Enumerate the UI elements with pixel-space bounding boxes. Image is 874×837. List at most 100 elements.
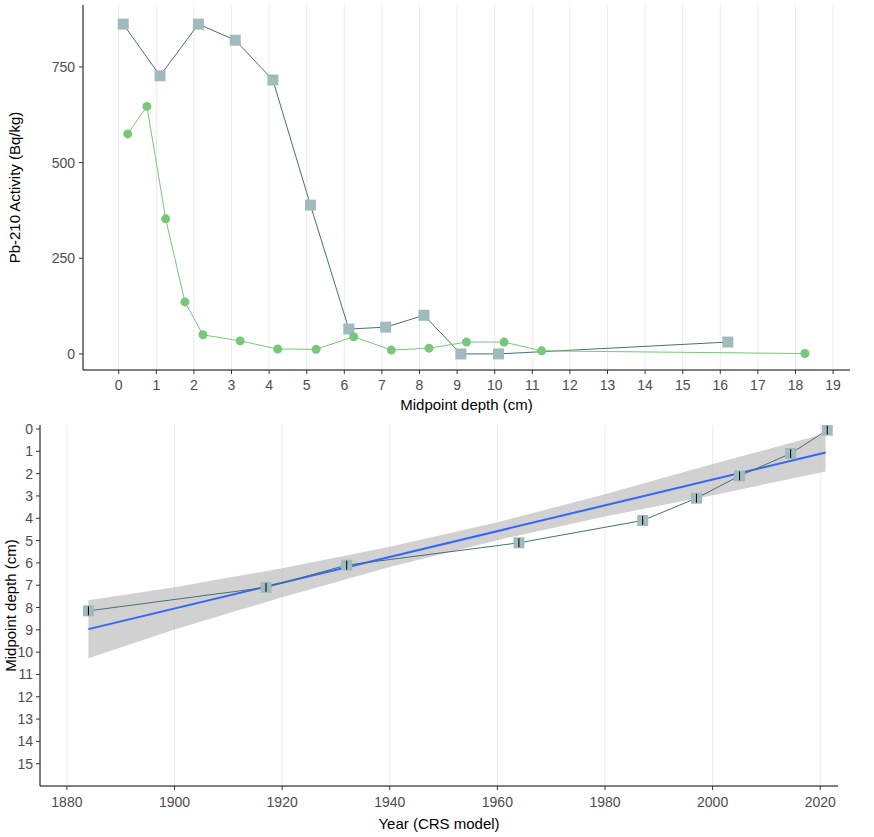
x-tick-label: 1980 bbox=[589, 794, 620, 810]
marker bbox=[193, 19, 204, 30]
grid-line bbox=[193, 5, 194, 370]
error-bar bbox=[266, 583, 267, 592]
marker bbox=[230, 35, 241, 46]
x-tick bbox=[344, 370, 345, 374]
marker bbox=[198, 330, 207, 339]
y-tick-label: 3 bbox=[25, 488, 33, 504]
panel: 1880190019201940196019802000202001234567… bbox=[2, 421, 838, 832]
y-tick bbox=[36, 473, 40, 474]
grid-line bbox=[795, 5, 796, 370]
x-axis-line bbox=[40, 786, 838, 787]
marker bbox=[180, 297, 189, 306]
marker bbox=[261, 582, 272, 593]
x-axis-title: Year (CRS model) bbox=[378, 815, 499, 832]
x-tick-label: 19 bbox=[825, 377, 841, 393]
marker bbox=[380, 322, 391, 333]
y-tick bbox=[79, 353, 83, 354]
marker bbox=[267, 74, 278, 85]
error-bar bbox=[739, 471, 740, 480]
y-tick bbox=[79, 66, 83, 67]
marker bbox=[349, 332, 358, 341]
x-axis-title: Midpoint depth (cm) bbox=[400, 396, 533, 413]
x-tick bbox=[231, 370, 232, 374]
marker bbox=[734, 470, 745, 481]
marker bbox=[305, 200, 316, 211]
grid-line bbox=[269, 5, 270, 370]
x-tick bbox=[833, 370, 834, 374]
y-axis-title: Pb-210 Activity (Bq/kg) bbox=[6, 112, 23, 264]
x-tick bbox=[193, 370, 194, 374]
x-tick bbox=[269, 370, 270, 374]
marker bbox=[419, 310, 430, 321]
y-tick-label: 11 bbox=[18, 666, 33, 682]
y-tick bbox=[36, 763, 40, 764]
series-line bbox=[128, 106, 805, 353]
marker bbox=[462, 338, 471, 347]
x-tick bbox=[118, 370, 119, 374]
x-tick-label: 2000 bbox=[697, 794, 728, 810]
marker bbox=[424, 344, 433, 353]
y-tick bbox=[36, 719, 40, 720]
grid-line bbox=[569, 5, 570, 370]
grid-line bbox=[820, 425, 821, 786]
marker bbox=[513, 537, 524, 548]
figure: 0123456789101112131415161718190250500750… bbox=[0, 0, 874, 837]
y-tick bbox=[36, 629, 40, 630]
x-tick bbox=[712, 786, 713, 790]
marker bbox=[341, 560, 352, 571]
x-tick bbox=[605, 786, 606, 790]
x-tick bbox=[757, 370, 758, 374]
y-tick-label: 15 bbox=[17, 756, 33, 772]
y-tick bbox=[36, 585, 40, 586]
grid-line bbox=[494, 5, 495, 370]
x-tick bbox=[569, 370, 570, 374]
x-tick-label: 1900 bbox=[159, 794, 190, 810]
x-tick bbox=[282, 786, 283, 790]
y-tick-label: 750 bbox=[52, 59, 76, 75]
marker bbox=[785, 448, 796, 459]
x-tick bbox=[532, 370, 533, 374]
y-tick bbox=[79, 258, 83, 259]
x-tick-label: 8 bbox=[416, 377, 424, 393]
y-axis-line bbox=[40, 425, 41, 786]
marker bbox=[155, 70, 166, 81]
y-tick-label: 14 bbox=[17, 733, 33, 749]
grid-line bbox=[607, 5, 608, 370]
y-tick-label: 8 bbox=[25, 600, 33, 616]
x-tick-label: 6 bbox=[340, 377, 348, 393]
y-tick-label: 12 bbox=[17, 689, 33, 705]
x-tick-label: 12 bbox=[562, 377, 578, 393]
marker bbox=[691, 493, 702, 504]
error-bar bbox=[827, 426, 828, 435]
series-line bbox=[88, 430, 827, 611]
plot-area bbox=[118, 19, 810, 360]
grid-line bbox=[457, 5, 458, 370]
x-tick bbox=[682, 370, 683, 374]
grid-line bbox=[66, 425, 67, 786]
grid-line bbox=[118, 5, 119, 370]
grid-line bbox=[389, 425, 390, 786]
y-tick bbox=[36, 652, 40, 653]
grid-line bbox=[720, 5, 721, 370]
panel: 0123456789101112131415161718190250500750… bbox=[6, 5, 850, 413]
x-tick-label: 1940 bbox=[374, 794, 405, 810]
y-tick bbox=[79, 162, 83, 163]
x-tick bbox=[381, 370, 382, 374]
error-bar bbox=[346, 561, 347, 570]
error-bar bbox=[518, 538, 519, 547]
y-tick-label: 6 bbox=[25, 555, 33, 571]
marker bbox=[455, 348, 466, 359]
grid-line bbox=[282, 425, 283, 786]
y-tick-label: 7 bbox=[25, 577, 33, 593]
x-tick bbox=[820, 786, 821, 790]
x-tick-label: 17 bbox=[750, 377, 766, 393]
y-tick-label: 4 bbox=[25, 510, 33, 526]
x-tick-label: 11 bbox=[525, 377, 540, 393]
marker bbox=[142, 102, 151, 111]
y-axis-line bbox=[83, 5, 84, 370]
marker bbox=[637, 515, 648, 526]
marker bbox=[312, 345, 321, 354]
x-tick-label: 18 bbox=[788, 377, 804, 393]
y-tick-label: 9 bbox=[25, 622, 33, 638]
x-tick bbox=[607, 370, 608, 374]
